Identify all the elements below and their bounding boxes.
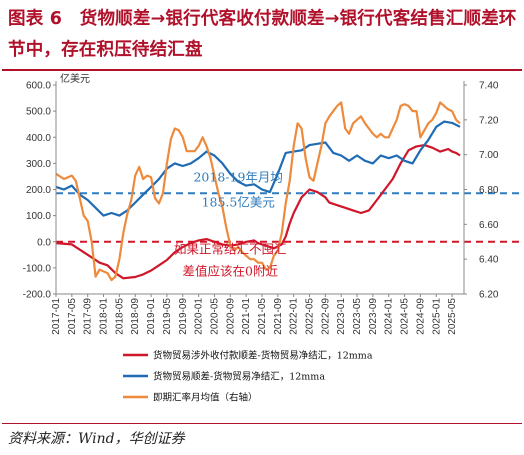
x-tick-label: 2023-09 bbox=[368, 298, 379, 335]
chart-canvas: 亿美元 600.0 500.0 400.0 300.0 200.0 100.0 0.0 -100… bbox=[23, 72, 524, 404]
y-tick-label: 400.0 bbox=[26, 133, 51, 144]
y-tick-label: -100.0 bbox=[23, 263, 52, 274]
x-tick-label: 2017-01 bbox=[51, 298, 62, 335]
series-line-orange bbox=[55, 101, 461, 282]
x-tick-label: 2019-09 bbox=[178, 298, 189, 335]
x-tick-label: 2024-01 bbox=[384, 298, 395, 335]
x-tick-label: 2025-05 bbox=[447, 298, 458, 335]
y-axis-unit: 亿美元 bbox=[60, 72, 90, 85]
annotation-text: 185.5亿美元 bbox=[202, 194, 275, 209]
source-note: 资料来源：Wind，华创证券 bbox=[8, 431, 185, 447]
x-tick-label: 2023-01 bbox=[336, 298, 347, 335]
y-tick-label: -200.0 bbox=[23, 290, 52, 301]
y-tick-label: 100.0 bbox=[26, 211, 51, 222]
x-tick-label: 2018-05 bbox=[114, 298, 125, 335]
y2-tick-label: 6.20 bbox=[479, 290, 499, 301]
x-tick-label: 2017-05 bbox=[67, 298, 78, 335]
annotation-text: 差值应该在0附近 bbox=[183, 264, 279, 279]
y2-tick-label: 6.60 bbox=[479, 220, 499, 231]
x-tick-label: 2017-09 bbox=[83, 298, 94, 335]
x-tick-label: 2019-01 bbox=[146, 298, 157, 335]
x-tick-label: 2021-05 bbox=[257, 298, 268, 335]
annotation-text: 如果正常结汇不囤汇 bbox=[174, 242, 287, 257]
y-tick-label: 0.0 bbox=[37, 237, 51, 248]
y2-tick-label: 7.00 bbox=[479, 150, 499, 161]
series-line-blue bbox=[55, 120, 461, 217]
x-tick-label: 2023-05 bbox=[352, 298, 363, 335]
x-tick-label: 2019-05 bbox=[162, 298, 173, 335]
x-tick-label: 2022-05 bbox=[305, 298, 316, 335]
y-tick-label: 600.0 bbox=[26, 81, 51, 92]
y2-tick-label: 6.40 bbox=[479, 255, 499, 266]
legend-label: 货物贸易涉外收付款顺差-货物贸易净结汇，12mma bbox=[153, 350, 373, 362]
y-tick-label: 200.0 bbox=[26, 185, 51, 196]
x-tick-label: 2018-09 bbox=[130, 298, 141, 335]
y-tick-label: 500.0 bbox=[26, 107, 51, 118]
x-tick-label: 2020-05 bbox=[209, 298, 220, 335]
x-tick-label: 2021-09 bbox=[273, 298, 284, 335]
y2-tick-label: 6.80 bbox=[479, 185, 499, 196]
y2-tick-label: 7.20 bbox=[479, 115, 499, 126]
y2-tick-label: 7.40 bbox=[479, 81, 499, 92]
x-tick-label: 2025-01 bbox=[431, 298, 442, 335]
x-tick-label: 2022-01 bbox=[289, 298, 300, 335]
figure-title: 图表 6 货物顺差→银行代客收付款顺差→银行代客结售汇顺差环节中，存在积压待结汇… bbox=[8, 9, 517, 60]
x-tick-label: 2024-09 bbox=[415, 298, 426, 335]
title-underline bbox=[2, 69, 522, 71]
x-tick-label: 2020-01 bbox=[194, 298, 205, 335]
annotation-text: 2018-19年月均 bbox=[193, 170, 282, 185]
x-tick-label: 2022-09 bbox=[320, 298, 331, 335]
legend-label: 货物贸易顺差-货物贸易净结汇，12mma bbox=[153, 371, 325, 383]
footer-rule bbox=[2, 423, 522, 424]
x-tick-label: 2020-09 bbox=[225, 298, 236, 335]
x-tick-label: 2024-05 bbox=[400, 298, 411, 335]
y-tick-label: 300.0 bbox=[26, 159, 51, 170]
legend-label: 即期汇率月均值（右轴） bbox=[153, 392, 258, 404]
x-tick-label: 2018-01 bbox=[99, 298, 110, 335]
series-line-red bbox=[55, 144, 461, 280]
x-tick-label: 2021-01 bbox=[241, 298, 252, 335]
